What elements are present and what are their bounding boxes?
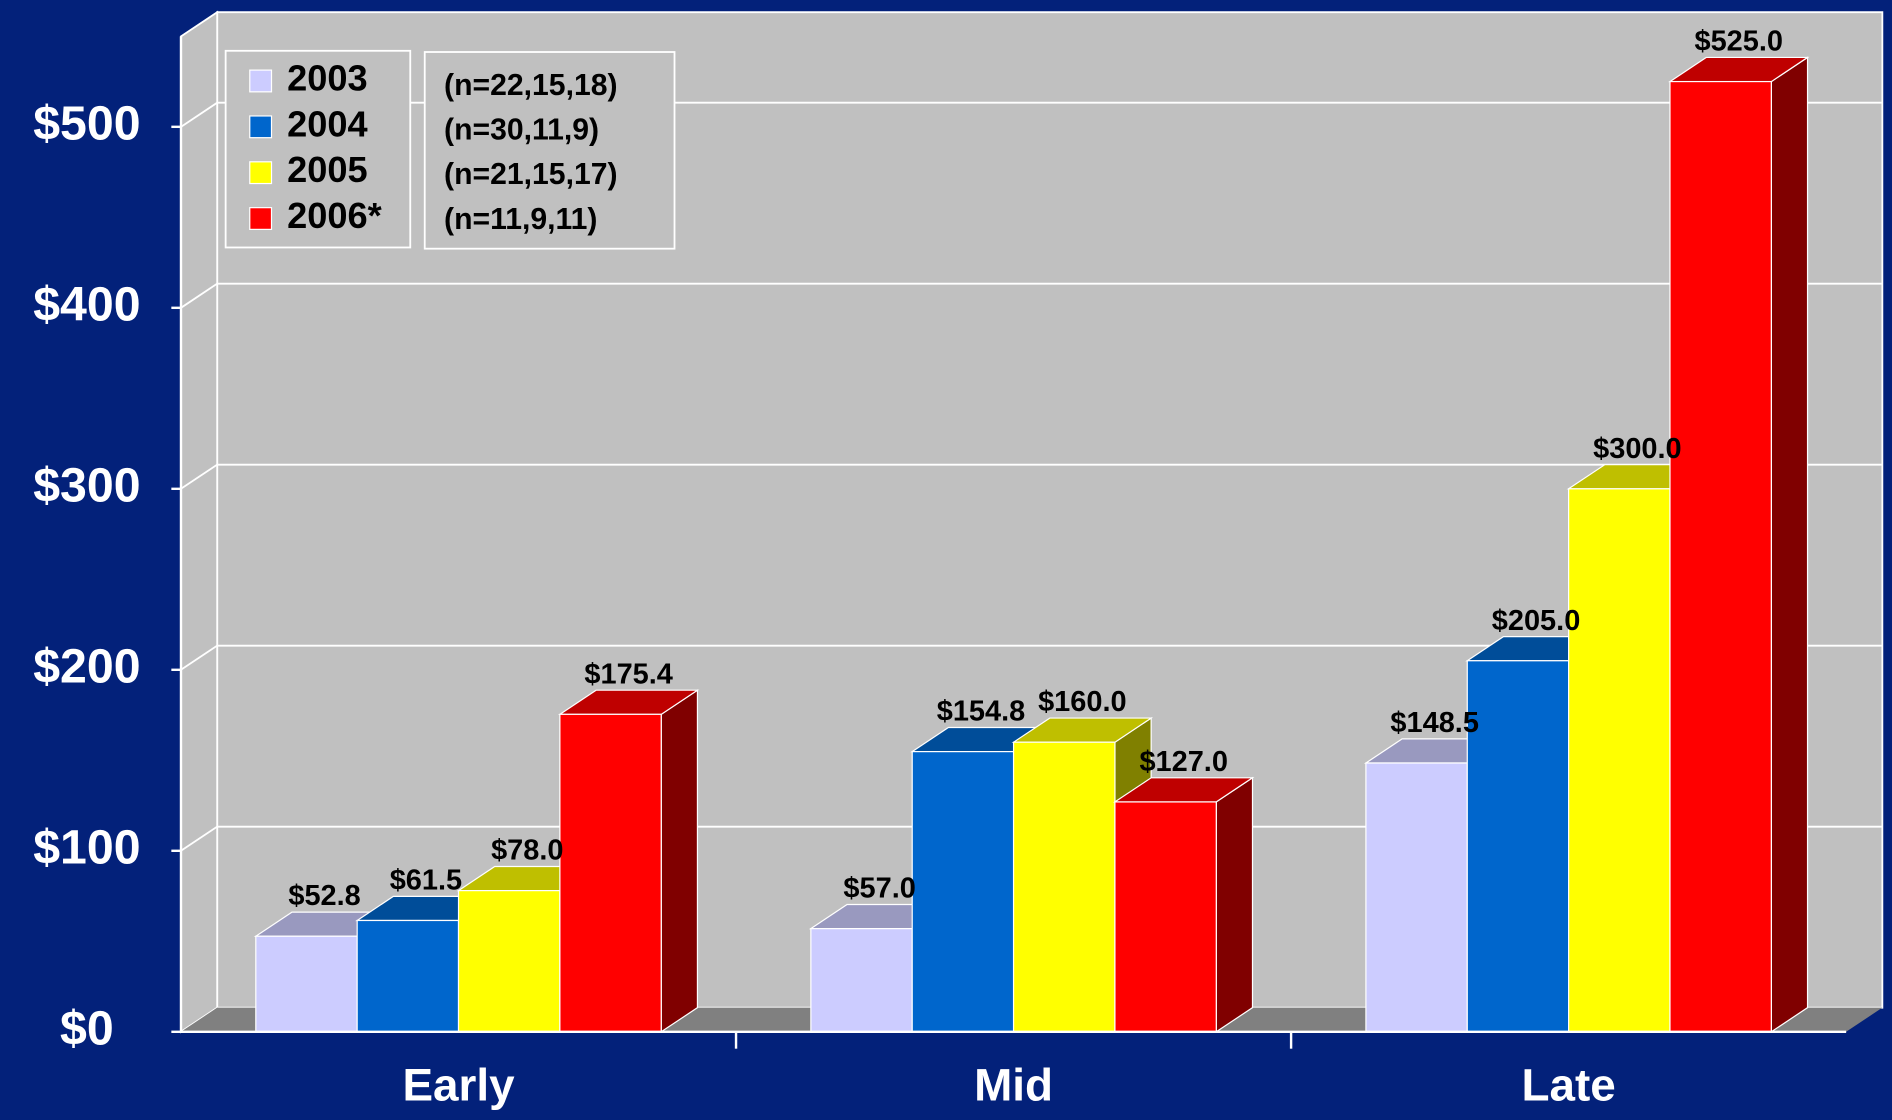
value-label: $78.0 [491, 835, 563, 867]
value-label: $57.0 [843, 873, 915, 905]
y-tick-label: $200 [33, 640, 140, 694]
legend-swatch [249, 115, 273, 139]
x-tick-label: Mid [974, 1059, 1053, 1111]
grid-line [180, 282, 1883, 309]
bars [253, 56, 1810, 1033]
bar [1012, 741, 1116, 1033]
annotation: (n=30,11,9) [444, 114, 599, 147]
value-label: $154.8 [937, 696, 1026, 728]
value-label: $175.4 [584, 658, 673, 690]
annotation: (n=22,15,18) [444, 69, 618, 102]
bar-side [1215, 776, 1254, 1033]
bar [911, 751, 1015, 1033]
legend-swatch [249, 207, 273, 230]
y-tick-label: $300 [33, 459, 140, 513]
legend-label: 2004 [287, 103, 368, 144]
legend-label: 2005 [287, 149, 368, 190]
grid-line [180, 644, 1883, 671]
bar [356, 919, 460, 1033]
value-label: $160.0 [1038, 686, 1127, 718]
grid-line [180, 101, 1883, 128]
y-tick-label: $400 [33, 278, 140, 332]
value-label: $205.0 [1492, 605, 1581, 637]
grid-line [180, 463, 1883, 490]
annotation: (n=11,9,11) [444, 203, 597, 236]
y-tick-label: $100 [33, 821, 140, 875]
value-label: $61.5 [390, 865, 462, 897]
bar [1568, 488, 1671, 1033]
bar [1365, 762, 1468, 1033]
bar [559, 713, 662, 1033]
legend-swatch [249, 69, 273, 93]
bar [1669, 80, 1772, 1033]
legend-swatch [249, 161, 273, 185]
y-tick-label: $500 [33, 97, 140, 151]
y-tick-label: $0 [60, 1002, 114, 1056]
value-label: $525.0 [1694, 26, 1783, 58]
x-tick-label: Late [1521, 1059, 1615, 1111]
legend-label: 2006* [287, 195, 383, 236]
value-label: $127.0 [1139, 746, 1228, 778]
side-wall [180, 10, 219, 1034]
x-tick-label: Early [402, 1059, 515, 1111]
bar [810, 928, 913, 1033]
value-label: $52.8 [288, 880, 360, 912]
value-label: $300.0 [1593, 433, 1682, 465]
grid-line [180, 825, 1883, 852]
bar [255, 935, 358, 1033]
value-label: $148.5 [1390, 707, 1479, 739]
bar [1466, 660, 1570, 1033]
annotation: (n=21,15,17) [444, 158, 618, 191]
annotation-box [423, 51, 676, 250]
bar [1114, 801, 1217, 1033]
bar [457, 890, 561, 1033]
legend-label: 2003 [287, 58, 368, 99]
bar-side [1770, 56, 1809, 1033]
labels: $0 $100 $200 $300 $400 $500 Early $52.8 $61.5 $78… [33, 26, 1783, 1111]
grid [171, 101, 1883, 1049]
bar-side [660, 689, 699, 1033]
